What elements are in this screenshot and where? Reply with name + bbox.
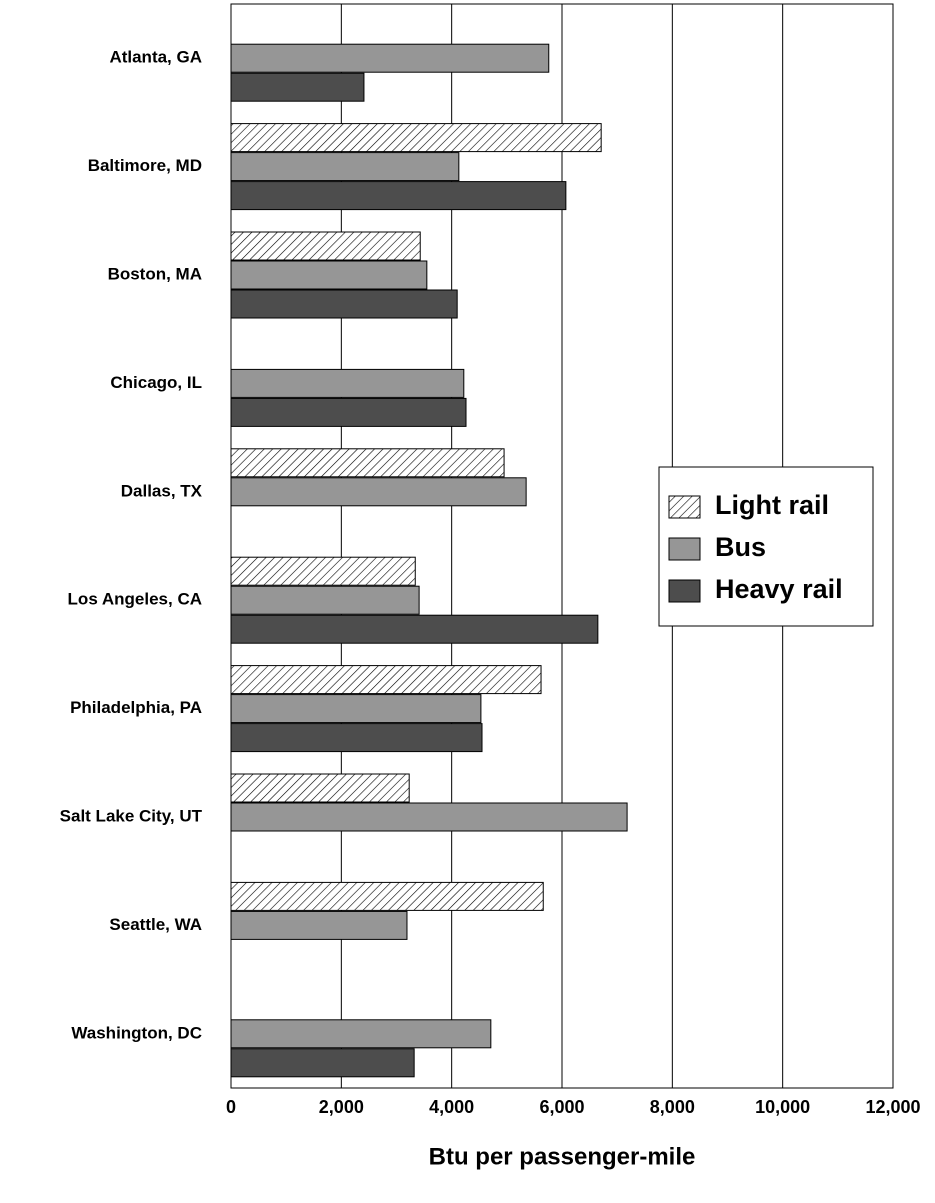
bar	[230, 1019, 492, 1049]
bar	[230, 802, 628, 832]
x-tick-label: 0	[226, 1097, 236, 1117]
bar	[230, 368, 465, 398]
legend-label: Heavy rail	[715, 574, 843, 604]
y-tick-label: Dallas, TX	[121, 481, 203, 500]
x-tick-label: 4,000	[429, 1097, 474, 1117]
y-tick-label: Chicago, IL	[110, 373, 202, 392]
bar	[230, 614, 599, 644]
x-tick-label: 8,000	[650, 1097, 695, 1117]
bar	[230, 723, 483, 753]
bar	[230, 152, 460, 182]
y-tick-label: Atlanta, GA	[109, 48, 202, 67]
bar	[230, 1048, 415, 1078]
bar	[230, 231, 421, 261]
x-tick-label: 10,000	[755, 1097, 810, 1117]
bar	[230, 43, 550, 73]
x-tick-label: 12,000	[865, 1097, 920, 1117]
x-tick-label: 6,000	[539, 1097, 584, 1117]
bar	[230, 72, 365, 102]
y-tick-label: Baltimore, MD	[88, 156, 202, 175]
legend-swatch	[668, 579, 701, 603]
bar	[230, 556, 416, 586]
y-tick-label: Boston, MA	[108, 264, 202, 283]
legend-swatch	[668, 537, 701, 561]
y-tick-label: Washington, DC	[71, 1023, 202, 1042]
bar	[230, 397, 467, 427]
bar	[230, 773, 410, 803]
bar	[230, 260, 428, 290]
bar	[230, 289, 458, 319]
bar	[230, 181, 567, 211]
x-tick-label: 2,000	[319, 1097, 364, 1117]
bar	[230, 123, 602, 153]
bar	[230, 881, 544, 911]
bar	[230, 448, 505, 478]
x-axis-title: Btu per passenger-mile	[429, 1143, 696, 1170]
y-tick-label: Seattle, WA	[109, 915, 202, 934]
legend-label: Light rail	[715, 490, 829, 520]
bar	[230, 585, 420, 615]
y-tick-label: Los Angeles, CA	[68, 590, 202, 609]
y-tick-label: Philadelphia, PA	[70, 698, 202, 717]
bar	[230, 477, 527, 507]
y-tick-label: Salt Lake City, UT	[60, 806, 203, 825]
legend-swatch	[668, 495, 701, 519]
bar	[230, 910, 408, 940]
bar	[230, 665, 542, 695]
legend-label: Bus	[715, 532, 766, 562]
bar	[230, 694, 482, 724]
